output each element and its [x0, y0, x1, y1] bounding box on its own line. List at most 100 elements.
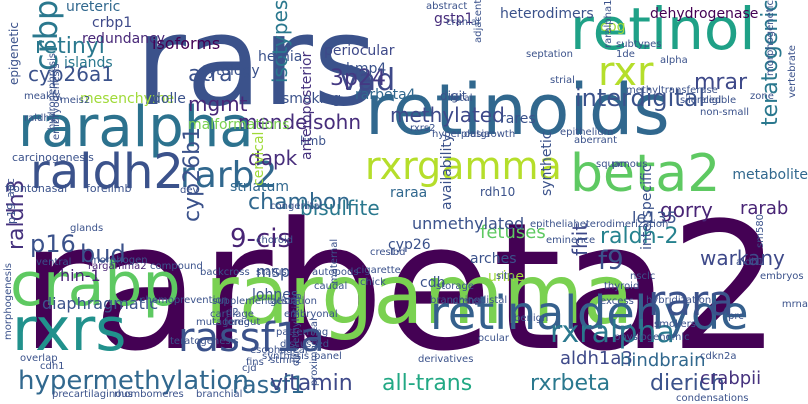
word-cloud-term: cdkn2a [700, 351, 737, 362]
word-cloud-term: bmp4 [346, 61, 387, 77]
word-cloud-term: ureter [452, 296, 483, 307]
word-cloud-term: demethylating [291, 293, 302, 366]
word-cloud-term: cranial [446, 17, 480, 28]
word-cloud-term: thyroid [604, 281, 640, 292]
word-cloud-term: teratogenesis [170, 336, 239, 347]
word-cloud-term: cjd [242, 363, 257, 374]
word-cloud-term: benign [514, 313, 549, 324]
word-cloud-term: storage [436, 281, 474, 292]
word-cloud-term: outgrowth [464, 129, 516, 140]
word-cloud-term: epitheliaheterodimerization [530, 219, 669, 230]
word-cloud-term: crbp1 [92, 15, 133, 31]
word-cloud-term: cpg [600, 19, 626, 35]
word-cloud-term: cdh [420, 275, 446, 291]
word-cloud-term: embryos [760, 271, 804, 282]
word-cloud-term: congenital [270, 201, 323, 212]
word-cloud-term: hybridization [646, 295, 712, 306]
word-cloud-term: 9-cis [230, 224, 291, 254]
word-cloud-term: malformations [188, 117, 290, 133]
word-cloud-term: fetuses [480, 222, 546, 243]
word-cloud-term: rxrs [12, 295, 127, 365]
word-cloud-term: dehydrogenase [650, 6, 759, 22]
word-cloud-term: crabp [10, 250, 181, 320]
word-cloud-term: rxrgamma [365, 144, 562, 188]
word-cloud-term: retinyl [35, 34, 105, 59]
word-cloud-term: rxralpha [550, 315, 675, 350]
word-cloud-term: d2 [226, 307, 239, 318]
word-cloud-term: crest [370, 247, 395, 258]
word-cloud-term: metabolite [732, 167, 808, 183]
word-cloud-term: rxrbeta [530, 371, 611, 396]
word-cloud-term: interspecific [639, 164, 655, 250]
word-cloud-term: forelimb [86, 182, 132, 195]
word-cloud-term: rxr [598, 49, 654, 95]
word-cloud-term: esophageal [250, 345, 308, 356]
word-cloud-term: limb [300, 134, 326, 148]
word-cloud-term: rhombomeres [114, 389, 184, 400]
word-cloud-term: strial [550, 75, 575, 86]
word-cloud-term: retinol [570, 0, 756, 63]
word-cloud-term: gstp1 [434, 11, 474, 27]
word-cloud-term: meis2 [60, 95, 91, 106]
word-cloud-term: gorry [660, 198, 713, 222]
word-cloud-term: lbd [390, 247, 406, 258]
word-cloud-term: ocular [478, 333, 509, 344]
word-cloud-term: discussed [280, 339, 330, 350]
word-cloud-term: rara [648, 276, 735, 325]
word-cloud-term: dierich [650, 371, 725, 396]
word-cloud-term: mutagenic [196, 317, 250, 328]
word-cloud-term: eligible [700, 95, 737, 106]
word-cloud-term: cervical [251, 131, 267, 186]
word-cloud-term: digit [440, 89, 467, 103]
word-cloud-term: branching [430, 295, 481, 306]
word-cloud-term: hypermethylation [18, 366, 249, 396]
word-cloud-term: morphogenetic [765, 0, 776, 76]
word-cloud-term: warkany [700, 246, 785, 270]
word-cloud-term: panel [314, 351, 342, 362]
word-cloud-term: zone [750, 91, 774, 102]
word-cloud-term: excess [600, 296, 634, 307]
word-cloud-term: cyp26b1 [180, 126, 205, 222]
word-cloud-term: availability [439, 133, 455, 210]
word-cloud-term: msp [256, 262, 291, 281]
word-cloud-term: heterodimers [500, 6, 594, 22]
word-cloud-term: rargamma [205, 248, 634, 343]
word-cloud-term: fetal [450, 93, 473, 104]
word-cloud-term: rassf1 [232, 371, 306, 399]
word-cloud-term: rargamma2 [88, 261, 147, 272]
word-cloud-term: retinaldehyde [430, 286, 749, 340]
word-cloud-term: periocular [324, 43, 395, 59]
word-cloud-term: cytology [200, 63, 260, 79]
word-cloud-term: crabpii [700, 368, 762, 389]
word-cloud-term: cartilage [210, 309, 254, 320]
word-cloud-term: synthesis [262, 351, 310, 362]
word-cloud-term: f9 [598, 246, 624, 276]
word-cloud-term: morphogenesis [3, 263, 14, 340]
word-cloud-term: raldh2 [30, 144, 184, 200]
word-cloud-term: silenced [680, 95, 722, 106]
word-cloud-term: septation [526, 49, 573, 60]
word-cloud-term: backcross [200, 267, 250, 278]
word-cloud-term: cigarette [356, 265, 401, 276]
word-cloud-term: ureteric [66, 0, 121, 15]
word-cloud-term: 3p24 [330, 66, 386, 91]
word-cloud-term: cdh1 [40, 361, 65, 372]
word-cloud-term: adjacent [473, 0, 484, 44]
word-cloud-term: 1de [616, 49, 635, 60]
word-cloud-term: chemoprevention [140, 295, 228, 306]
word-cloud-term: unmethylated [412, 214, 525, 233]
word-cloud-term: urine [488, 269, 525, 285]
word-cloud-term: raraa [390, 185, 428, 201]
word-cloud-term: precartilaginous [52, 389, 133, 400]
word-cloud-term: rxrs2 [410, 123, 436, 134]
word-cloud-term: non-small [700, 107, 750, 118]
word-cloud-term: vertebrate [787, 45, 798, 98]
word-cloud-term: condensations [676, 393, 749, 404]
word-cloud-term: isoforms [152, 34, 221, 53]
word-cloud-term: cyp26a1 [28, 62, 114, 86]
word-cloud-term: mgmt [188, 92, 248, 116]
word-cloud-term: subtypes [616, 39, 662, 50]
word-cloud-term: methylated [390, 103, 505, 127]
word-cloud-term: p16 [30, 230, 76, 258]
